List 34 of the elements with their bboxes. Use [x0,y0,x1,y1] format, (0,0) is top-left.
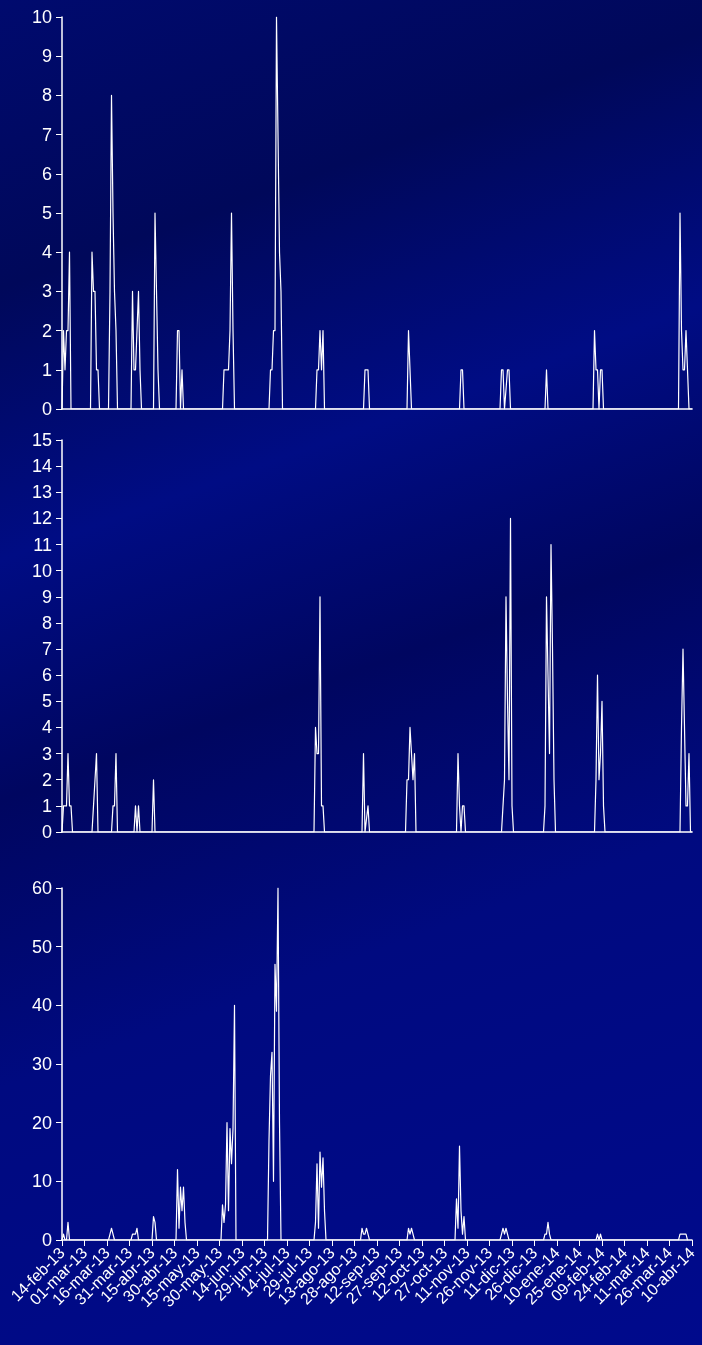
y-tick-label: 50 [31,936,52,957]
y-tick-label: 14 [31,456,52,477]
y-tick-label: 2 [41,769,52,790]
y-tick-label: 4 [41,717,52,738]
y-tick-label: 8 [41,612,52,633]
y-tick-label: 10 [31,7,52,27]
y-tick-label: 2 [41,320,52,341]
y-tick-label: 60 [31,878,52,898]
y-tick-label: 5 [41,691,52,712]
y-tick-label: 15 [31,430,52,450]
y-tick-label: 5 [41,203,52,223]
y-tick-label: 6 [41,665,52,686]
y-tick-label: 30 [31,1054,52,1074]
y-tick-label: 0 [41,1230,52,1250]
y-tick-label: 11 [33,534,52,555]
y-tick-label: 3 [41,743,52,764]
y-tick-label: 10 [31,560,52,581]
y-tick-label: 9 [41,46,52,67]
y-tick-label: 7 [41,124,52,145]
y-tick-label: 3 [41,281,52,302]
y-tick-label: 20 [31,1112,52,1133]
y-tick-label: 0 [41,822,52,842]
y-tick-label: 8 [41,85,52,106]
y-tick-label: 0 [41,399,52,419]
y-tick-label: 1 [41,795,52,816]
y-tick-label: 40 [31,995,52,1016]
y-tick-label: 4 [41,242,52,263]
y-tick-label: 13 [31,482,52,503]
y-tick-label: 10 [31,1171,52,1192]
y-tick-label: 6 [41,163,52,184]
y-tick-label: 12 [31,508,52,529]
y-tick-label: 1 [41,359,52,380]
y-tick-label: 9 [41,586,52,607]
y-tick-label: 7 [41,639,52,660]
